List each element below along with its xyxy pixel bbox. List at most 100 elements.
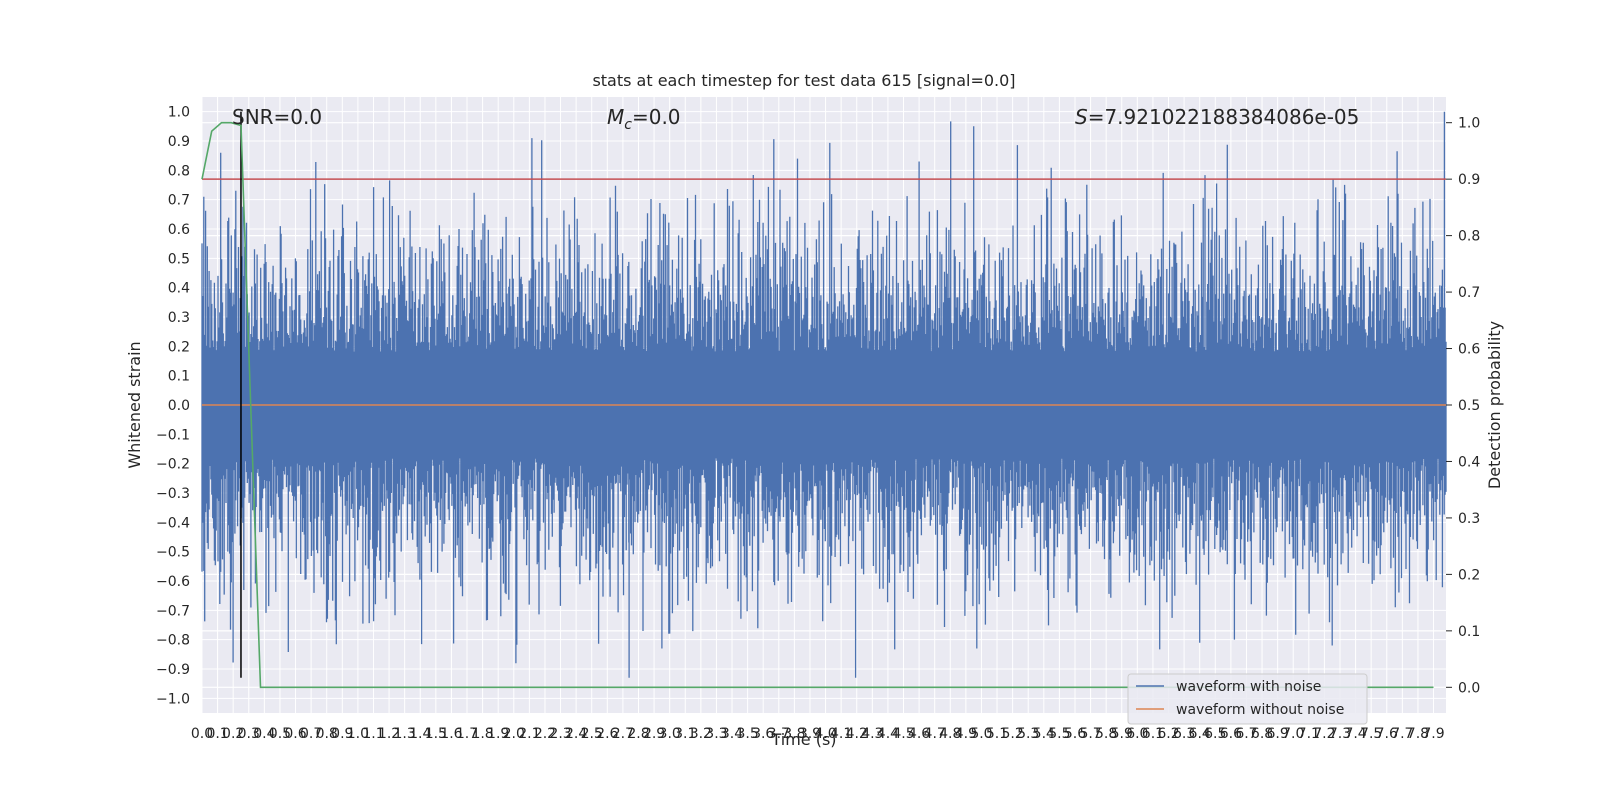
y-tick-label: 0.4 bbox=[168, 281, 190, 297]
x-tick-label: 2.6 bbox=[596, 726, 618, 742]
x-tick-label: 0.4 bbox=[253, 726, 275, 742]
x-tick-label: 6.0 bbox=[1126, 726, 1148, 742]
legend-label-noise: waveform with noise bbox=[1176, 679, 1321, 695]
x-tick-label: 7.5 bbox=[1360, 726, 1382, 742]
y2-tick-label: 0.1 bbox=[1458, 624, 1480, 640]
chart-title: stats at each timestep for test data 615… bbox=[592, 71, 1015, 90]
y2-tick-label: 0.0 bbox=[1458, 680, 1480, 696]
y-tick-label: −0.5 bbox=[156, 545, 190, 561]
y2-axis-label: Detection probability bbox=[1485, 321, 1504, 489]
y-axis-label: Whitened strain bbox=[125, 341, 144, 468]
y2-tick-label: 0.3 bbox=[1458, 511, 1480, 527]
snr-annotation: SNR=0.0 bbox=[232, 105, 322, 129]
y-tick-label: −0.2 bbox=[156, 457, 190, 473]
x-tick-label: 4.6 bbox=[908, 726, 930, 742]
chirp-mass-value: =0.0 bbox=[632, 105, 681, 129]
x-tick-label: 4.7 bbox=[924, 726, 946, 742]
x-tick-label: 3.3 bbox=[705, 726, 727, 742]
y2-tick-label: 0.7 bbox=[1458, 285, 1480, 301]
x-tick-label: 6.6 bbox=[1220, 726, 1242, 742]
x-tick-label: 6.7 bbox=[1235, 726, 1257, 742]
x-tick-label: 1.8 bbox=[471, 726, 493, 742]
x-tick-label: 1.7 bbox=[456, 726, 478, 742]
x-tick-label: 7.7 bbox=[1391, 726, 1413, 742]
x-tick-label: 7.8 bbox=[1407, 726, 1429, 742]
y-tick-label: 0.8 bbox=[168, 163, 190, 179]
x-tick-label: 2.8 bbox=[627, 726, 649, 742]
x-tick-label: 4.3 bbox=[861, 726, 883, 742]
x-tick-label: 0.5 bbox=[269, 726, 291, 742]
x-tick-label: 2.3 bbox=[549, 726, 571, 742]
x-tick-label: 5.0 bbox=[970, 726, 992, 742]
x-tick-label: 3.2 bbox=[690, 726, 712, 742]
x-tick-label: 1.5 bbox=[425, 726, 447, 742]
x-tick-label: 3.5 bbox=[736, 726, 758, 742]
x-tick-label: 4.2 bbox=[846, 726, 868, 742]
legend: waveform with noise waveform without noi… bbox=[1127, 673, 1368, 725]
y-tick-labels: −1.0 −0.9 −0.8 −0.7 −0.6 −0.5 −0.4 −0.3 −0.2 −0.1… bbox=[156, 105, 190, 708]
x-tick-label: 4.5 bbox=[892, 726, 914, 742]
legend-box bbox=[1127, 673, 1368, 725]
x-tick-label: 0.0 bbox=[191, 726, 213, 742]
chirp-mass-symbol: M bbox=[607, 105, 624, 129]
x-tick-label: 1.0 bbox=[347, 726, 369, 742]
series-layer bbox=[201, 111, 1447, 689]
y2-tick-label: 0.2 bbox=[1458, 567, 1480, 583]
x-tick-label: 1.4 bbox=[409, 726, 431, 742]
x-tick-label: 0.1 bbox=[206, 726, 228, 742]
x-tick-label: 0.6 bbox=[284, 726, 306, 742]
y-tick-label: −0.3 bbox=[156, 486, 190, 502]
x-tick-label: 2.5 bbox=[581, 726, 603, 742]
x-tick-label: 4.0 bbox=[814, 726, 836, 742]
y-tick-label: 0.1 bbox=[168, 369, 190, 385]
x-tick-label: 5.6 bbox=[1064, 726, 1086, 742]
y-tick-label: 0.2 bbox=[168, 339, 190, 355]
y2-tick-label: 0.6 bbox=[1458, 342, 1480, 358]
x-tick-labels: 0.00.10.20.30.40.50.60.70.80.91.01.11.21… bbox=[191, 726, 1445, 742]
y-tick-label: 0.5 bbox=[168, 251, 190, 267]
y2-tick-label: 0.9 bbox=[1458, 172, 1480, 188]
x-tick-label: 2.4 bbox=[565, 726, 587, 742]
x-tick-label: 3.9 bbox=[799, 726, 821, 742]
x-tick-label: 7.3 bbox=[1329, 726, 1351, 742]
x-tick-label: 2.0 bbox=[503, 726, 525, 742]
x-tick-label: 7.4 bbox=[1344, 726, 1366, 742]
x-tick-label: 4.8 bbox=[939, 726, 961, 742]
x-tick-label: 3.1 bbox=[674, 726, 696, 742]
y2-tick-label: 0.8 bbox=[1458, 229, 1480, 245]
y-tick-label: −0.9 bbox=[156, 662, 190, 678]
x-tick-label: 6.5 bbox=[1204, 726, 1226, 742]
x-tick-label: 3.6 bbox=[752, 726, 774, 742]
x-tick-label: 5.9 bbox=[1111, 726, 1133, 742]
y-tick-label: 0.3 bbox=[168, 310, 190, 326]
x-tick-label: 3.0 bbox=[659, 726, 681, 742]
x-tick-label: 6.1 bbox=[1142, 726, 1164, 742]
x-tick-label: 4.1 bbox=[830, 726, 852, 742]
x-tick-label: 6.4 bbox=[1189, 726, 1211, 742]
x-tick-label: 7.1 bbox=[1298, 726, 1320, 742]
x-tick-label: 0.3 bbox=[238, 726, 260, 742]
y-tick-label: 0.9 bbox=[168, 134, 190, 150]
x-tick-label: 3.7 bbox=[768, 726, 790, 742]
s-annotation: S=7.921022188384086e-05 bbox=[1075, 105, 1359, 129]
y-tick-label: −0.6 bbox=[156, 574, 190, 590]
waveform-with-noise-line bbox=[201, 111, 1447, 678]
chirp-mass-subscript: c bbox=[624, 117, 632, 133]
x-tick-label: 2.7 bbox=[612, 726, 634, 742]
y2-tick-label: 0.4 bbox=[1458, 454, 1480, 470]
x-tick-label: 7.2 bbox=[1313, 726, 1335, 742]
x-tick-label: 6.3 bbox=[1173, 726, 1195, 742]
x-tick-label: 0.9 bbox=[331, 726, 353, 742]
x-tick-label: 6.9 bbox=[1267, 726, 1289, 742]
x-axis-label: Time (s) bbox=[770, 730, 836, 749]
x-tick-label: 5.4 bbox=[1033, 726, 1055, 742]
chirp-mass-annotation: Mc=0.0 bbox=[607, 105, 681, 133]
y-tick-label: −1.0 bbox=[156, 691, 190, 707]
x-tick-label: 1.1 bbox=[362, 726, 384, 742]
x-tick-label: 1.6 bbox=[440, 726, 462, 742]
y-tick-label: 1.0 bbox=[168, 105, 190, 121]
y-tick-label: 0.6 bbox=[168, 222, 190, 238]
y-tick-label: −0.7 bbox=[156, 603, 190, 619]
x-tick-label: 4.4 bbox=[877, 726, 899, 742]
x-tick-label: 5.3 bbox=[1017, 726, 1039, 742]
